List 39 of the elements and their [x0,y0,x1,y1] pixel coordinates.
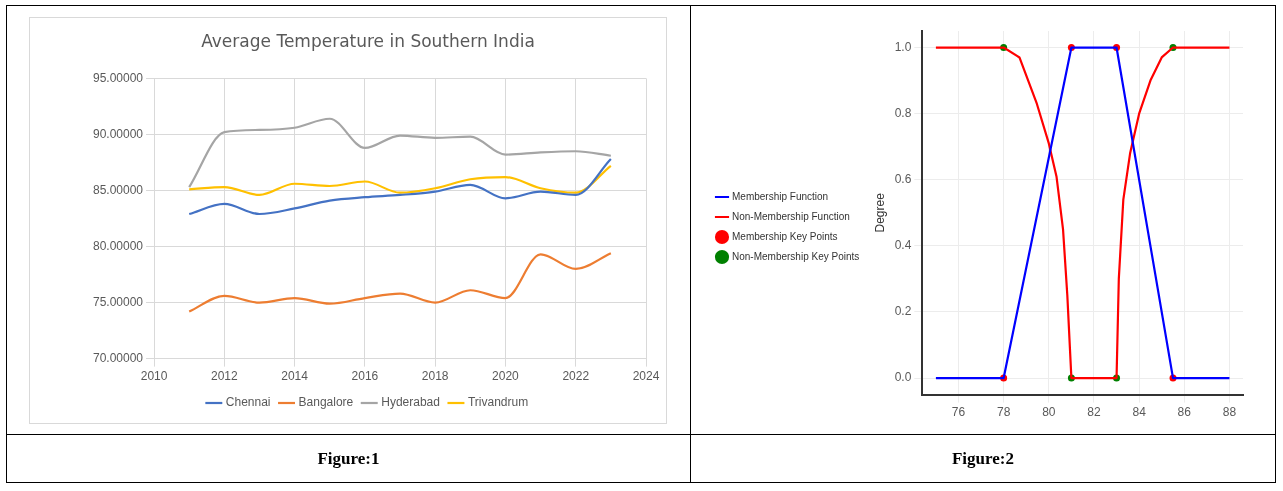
legend-label: Chennai [226,394,271,409]
x-tick-label: 78 [996,405,1011,420]
y-tick-label: 0.2 [894,304,912,319]
x-tick-label: 2018 [422,368,450,383]
text: Figure:2 [950,447,1015,470]
legend-label: Bangalore [298,394,355,409]
y-tick-label: 75.00000 [93,294,144,309]
legend-label: Hyderabad [381,394,441,409]
y-tick-label: 85.00000 [93,182,144,197]
x-tick-label: 88 [1222,405,1237,420]
x-tick-label: 84 [1132,405,1147,420]
y-tick-label: 0.6 [894,172,912,187]
x-tick-label: 2012 [211,368,239,383]
legend-label: Trivandrum [468,394,529,409]
x-tick-label: 80 [1042,405,1056,420]
x-tick-label: 2014 [281,368,309,383]
legend-label: Non-Membership Function [731,210,850,222]
y-tick-label: 95.00000 [93,70,144,85]
x-tick-label: 86 [1177,405,1192,420]
y-tick-label: 0.0 [894,370,912,385]
x-tick-label: 2010 [141,368,169,383]
x-tick-label: 2024 [633,368,661,383]
legend-label: Membership Key Points [731,230,838,242]
y-tick-label: 1.0 [894,39,912,54]
y-tick-label: 0.8 [894,105,912,120]
y-tick-label: 90.00000 [93,126,144,141]
legend-label: Non-Membership Key Points [731,250,860,262]
chart-title: Average Temperature in Southern India [201,30,536,51]
y-axis-title: Degree [872,192,887,233]
x-tick-label: 76 [951,405,966,420]
x-tick-label: 2016 [351,368,380,383]
legend-label: Membership Function [731,190,829,202]
y-tick-label: 80.00000 [93,238,144,253]
x-tick-label: 2020 [492,368,520,383]
text: Figure:1 [316,447,381,470]
x-tick-label: 82 [1087,405,1101,420]
y-tick-label: 70.00000 [93,350,144,365]
y-tick-label: 0.4 [894,238,912,253]
x-tick-label: 2022 [562,368,590,383]
